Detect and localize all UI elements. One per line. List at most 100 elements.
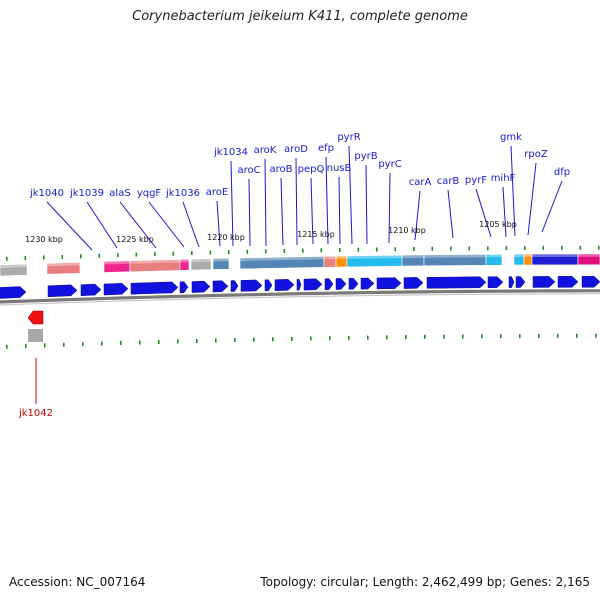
forward-gene-arrow bbox=[179, 281, 189, 294]
tick-upper bbox=[542, 245, 545, 250]
gene-label: nusB bbox=[327, 163, 352, 174]
feature-segment bbox=[485, 253, 503, 266]
gene-label: mihF bbox=[491, 173, 516, 184]
tick-upper bbox=[561, 245, 563, 250]
leader-line bbox=[119, 201, 157, 249]
segment-gloss bbox=[104, 260, 130, 265]
tick-lower bbox=[139, 340, 141, 345]
feature-segment bbox=[577, 253, 600, 266]
forward-gene-arrow bbox=[348, 277, 359, 290]
tick-upper bbox=[172, 251, 175, 256]
gene-label: jk1034 bbox=[213, 147, 248, 158]
forward-gene-arrow bbox=[47, 284, 78, 298]
segment-gloss bbox=[336, 255, 347, 260]
tick-upper bbox=[154, 252, 156, 257]
tick-lower bbox=[6, 344, 8, 349]
tick-upper bbox=[413, 247, 415, 251]
gene-label: aroK bbox=[254, 145, 277, 156]
tick-lower bbox=[462, 334, 464, 339]
backbone-line bbox=[0, 289, 600, 304]
tick-upper bbox=[135, 252, 138, 257]
segment-gloss bbox=[47, 262, 80, 267]
segment-gloss bbox=[524, 253, 532, 258]
tick-lower bbox=[443, 334, 445, 339]
tick-upper bbox=[80, 254, 82, 259]
leader-line bbox=[414, 190, 421, 241]
tick-lower bbox=[557, 333, 559, 338]
kbp-label: 1230 kbp bbox=[25, 235, 63, 244]
accession-text: Accession: NC_007164 bbox=[9, 575, 146, 589]
segment-gloss bbox=[514, 254, 524, 258]
forward-gene-arrow bbox=[80, 283, 102, 296]
tick-lower bbox=[500, 334, 502, 339]
tick-marks bbox=[6, 245, 600, 349]
label-leaders bbox=[46, 145, 563, 251]
gene-label: pepQ bbox=[298, 164, 325, 175]
leader-line bbox=[388, 172, 391, 244]
gene-label: aroB bbox=[270, 164, 293, 175]
forward-gene-arrow bbox=[403, 277, 424, 289]
gene-label: efp bbox=[318, 143, 334, 154]
forward-gene-arrow bbox=[324, 278, 334, 291]
gene-label: aroD bbox=[284, 144, 308, 155]
tick-upper bbox=[43, 255, 45, 260]
leader-line bbox=[280, 177, 284, 246]
gene-arrows bbox=[0, 276, 600, 299]
kbp-label: 1215 kbp bbox=[297, 230, 335, 239]
segment-gloss bbox=[180, 259, 189, 263]
genome-summary: Topology: circular; Length: 2,462,499 bp… bbox=[260, 575, 590, 589]
forward-gene-arrow bbox=[264, 279, 273, 292]
forward-gene-arrow bbox=[296, 278, 302, 291]
feature-segments bbox=[0, 253, 600, 277]
leader-line bbox=[148, 201, 185, 248]
forward-gene-arrow bbox=[274, 279, 295, 291]
tick-lower bbox=[595, 333, 597, 338]
forward-gene-arrow bbox=[130, 281, 179, 295]
gene-label: alaS bbox=[109, 188, 130, 199]
leader-line bbox=[502, 186, 507, 238]
tick-upper bbox=[6, 256, 8, 261]
gene-labels: jk1040 jk1039 alaS yqgF jk1036 aroE jk1034 aroC… bbox=[29, 132, 570, 199]
tick-upper bbox=[431, 246, 434, 251]
tick-upper bbox=[246, 249, 249, 254]
feature-segment bbox=[212, 257, 230, 270]
segment-gloss bbox=[213, 258, 229, 262]
highlight-gene: jk1042 bbox=[18, 310, 53, 419]
leader-line bbox=[46, 201, 93, 251]
tick-upper bbox=[302, 248, 304, 253]
gene-label: jk1039 bbox=[69, 188, 104, 199]
tick-lower bbox=[538, 334, 540, 338]
leader-line bbox=[86, 201, 118, 249]
segment-gloss bbox=[424, 254, 486, 258]
forward-gene-arrow bbox=[376, 277, 402, 290]
segment-gloss bbox=[240, 256, 324, 261]
forward-gene-arrow bbox=[487, 276, 504, 289]
forward-gene-arrow bbox=[191, 280, 211, 293]
tick-upper bbox=[487, 246, 489, 251]
forward-gene-arrow bbox=[212, 280, 229, 293]
forward-gene-arrow bbox=[360, 277, 375, 290]
leader-line bbox=[527, 162, 537, 236]
tick-lower bbox=[215, 338, 217, 343]
tick-upper bbox=[468, 246, 471, 251]
tick-lower bbox=[234, 338, 236, 343]
feature-segment bbox=[179, 258, 190, 271]
tick-upper bbox=[320, 248, 323, 253]
reverse-gene-arrow bbox=[27, 310, 44, 325]
leader-line bbox=[447, 189, 454, 239]
tick-upper bbox=[61, 254, 64, 259]
gene-label: yqgF bbox=[137, 188, 162, 199]
reverse-gene-segment bbox=[28, 329, 43, 342]
leader-line bbox=[182, 201, 200, 248]
gene-label: carB bbox=[437, 176, 460, 187]
tick-upper bbox=[228, 250, 230, 255]
leader-line bbox=[365, 164, 368, 245]
forward-gene-arrow bbox=[230, 280, 239, 292]
segment-gloss bbox=[578, 253, 600, 257]
leader-line bbox=[475, 188, 492, 238]
segment-gloss bbox=[130, 259, 180, 264]
tick-lower bbox=[177, 339, 179, 344]
tick-lower bbox=[424, 334, 426, 339]
tick-lower bbox=[367, 335, 369, 340]
gene-label: carA bbox=[409, 177, 432, 188]
